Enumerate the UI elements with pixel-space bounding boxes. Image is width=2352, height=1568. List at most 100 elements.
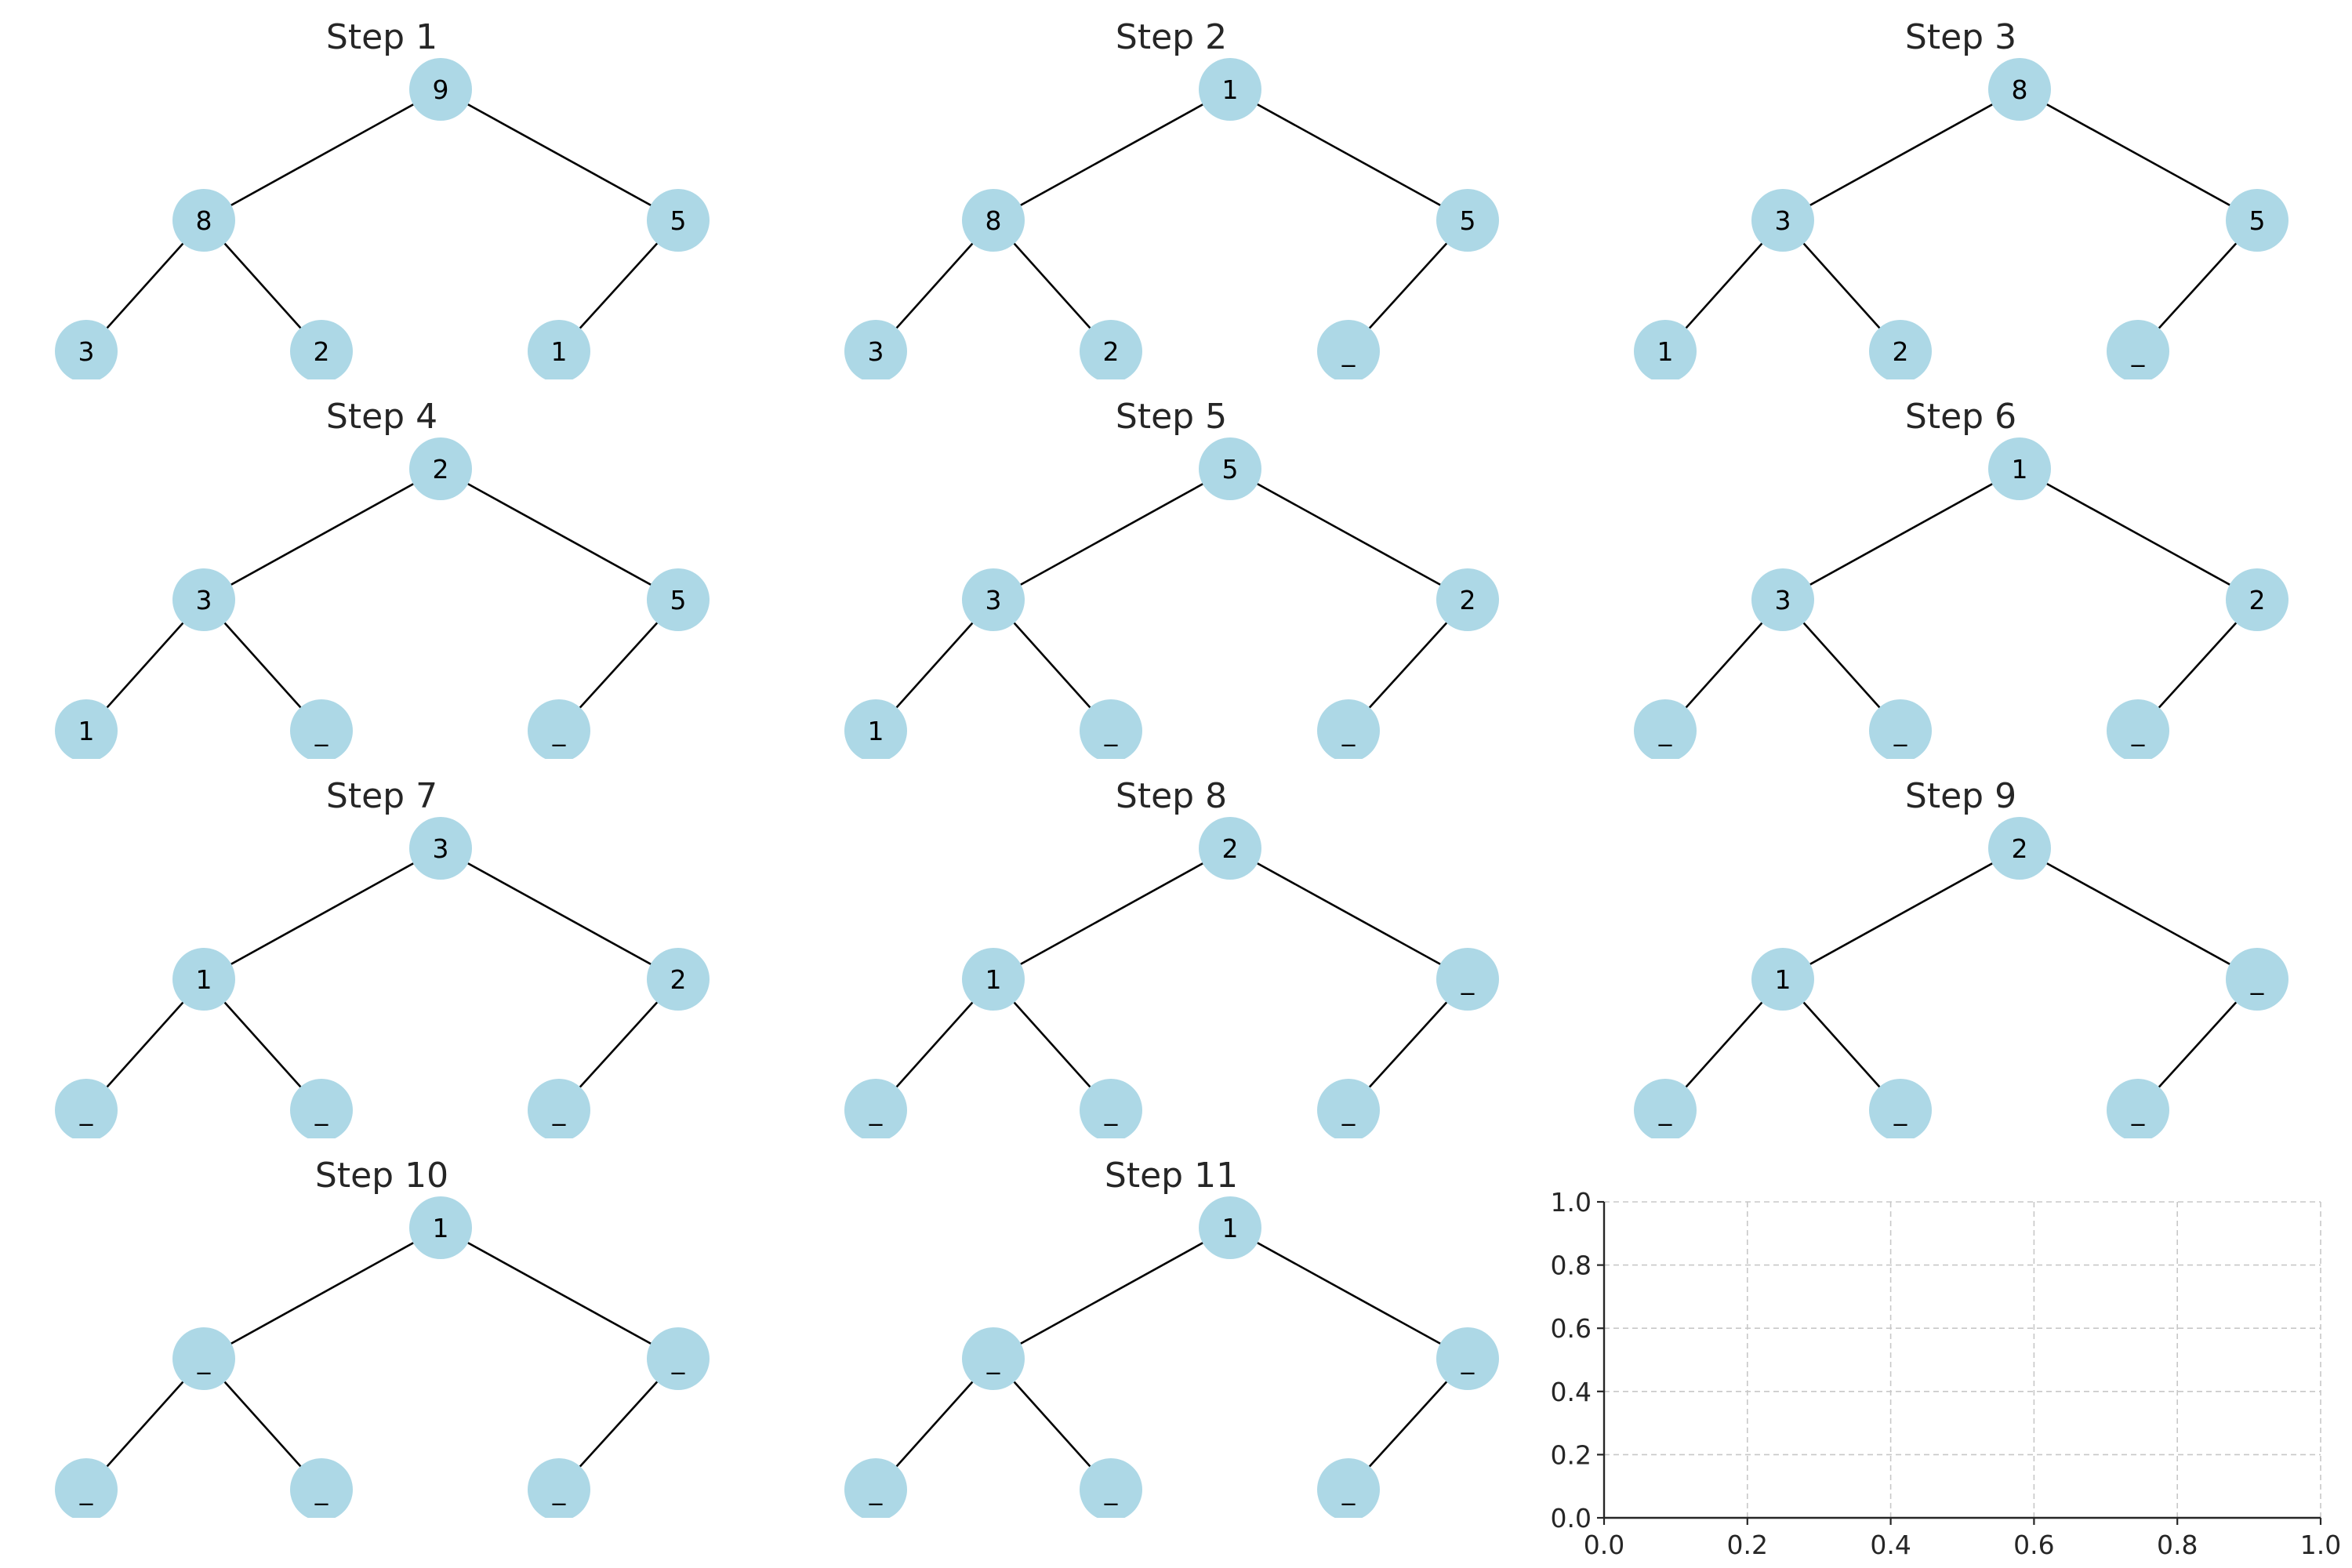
tree-node [528,1079,590,1138]
tree-node [1436,568,1499,631]
tree-node [844,1079,907,1138]
node-label: 2 [2012,833,2028,864]
node-label: 5 [1222,454,1239,485]
node-label: _ [552,716,566,746]
tree-node [647,189,710,252]
tree-node [1436,189,1499,252]
node-label: 1 [433,1213,449,1243]
tree-edge [1229,88,1468,222]
tree-panel-step-8: Step 8 2 1 _ _ _ _ [844,776,1499,1138]
tree-node [1988,437,2051,500]
tree-node [172,568,235,631]
panel-title: Step 6 [1905,397,2016,437]
tree-node [1436,1327,1499,1390]
tree-node [55,699,118,759]
node-label: 8 [196,205,212,236]
node-label: _ [79,1095,93,1126]
node-label: 3 [1775,205,1791,236]
tree-node [1317,1079,1380,1138]
node-label: 3 [433,833,449,864]
tree-node [528,699,590,759]
tree-node [1751,568,1814,631]
tree-node [290,320,353,379]
node-label: _ [986,1344,1000,1374]
y-tick-label: 1.0 [1551,1187,1592,1218]
tree-node [290,1079,353,1138]
node-label: 3 [78,336,95,367]
tree-node [962,1327,1025,1390]
node-label: 1 [2012,454,2028,485]
tree-node [1199,437,1261,500]
tree-edge [203,88,441,222]
x-tick-label: 0.6 [2013,1530,2054,1560]
heap-tree: 8 3 5 1 2 _ [1634,58,2288,379]
tree-node [647,568,710,631]
tree-edge [993,847,1231,981]
tree-node [1869,1079,1932,1138]
tree-node [172,948,235,1011]
node-label: _ [1341,716,1356,746]
node-label: _ [2131,336,2145,367]
tree-node [1080,1458,1142,1518]
tree-node [2107,1079,2169,1138]
tree-node [528,320,590,379]
tree-panel-step-2: Step 2 1 8 5 3 2 _ [844,17,1499,379]
tree-node [1317,699,1380,759]
node-label: _ [869,1475,883,1505]
tree-node [1080,1079,1142,1138]
x-tick-label: 0.4 [1870,1530,1911,1560]
tree-panel-step-5: Step 5 5 3 2 1 _ _ [844,397,1499,759]
y-tick-label: 0.6 [1551,1313,1592,1344]
node-label: 1 [985,964,1002,995]
tree-panel-step-1: Step 1 9 8 5 3 2 1 [55,17,710,379]
node-label: 1 [196,964,212,995]
tree-panel-step-4: Step 4 2 3 5 1 _ _ [55,397,710,759]
tree-node [290,1458,353,1518]
node-label: _ [1104,1475,1118,1505]
tree-edge [1229,847,1468,981]
tree-edge [993,1226,1231,1360]
tree-edge [440,467,679,601]
tree-panel-step-6: Step 6 1 3 2 _ _ _ [1634,397,2288,759]
node-label: 2 [2249,585,2266,615]
tree-node [1634,1079,1697,1138]
node-label: _ [197,1344,211,1374]
node-label: _ [314,1475,328,1505]
x-tick-label: 1.0 [2300,1530,2341,1560]
node-label: 3 [985,585,1002,615]
tree-edge [440,88,679,222]
tree-node [1080,320,1142,379]
tree-edge [2019,88,2258,222]
node-label: 3 [868,336,884,367]
tree-edge [2019,847,2258,981]
node-label: 1 [868,716,884,746]
tree-panel-step-11: Step 11 1 _ _ _ _ _ [844,1156,1499,1518]
tree-node [528,1458,590,1518]
node-label: _ [2131,716,2145,746]
tree-panel-step-9: Step 9 2 1 _ _ _ _ [1634,776,2288,1138]
empty-axes: 0.0 0.2 0.4 0.6 0.8 1.0 0.0 0.2 0.4 0.6 0.8 1.0 [1551,1187,2342,1560]
node-label: _ [1461,964,1475,995]
tree-node [409,437,472,500]
tree-node [2107,699,2169,759]
tree-node [1751,948,1814,1011]
tree-node [844,320,907,379]
tree-edge [440,1226,679,1360]
heap-tree: 1 3 2 _ _ _ [1634,437,2288,759]
tree-node [2226,189,2288,252]
panel-title: Step 4 [326,397,437,437]
tree-node [962,948,1025,1011]
node-label: _ [1893,1095,1907,1126]
panel-title: Step 5 [1116,397,1227,437]
node-label: _ [869,1095,883,1126]
tree-node [1634,320,1697,379]
node-label: _ [1341,336,1356,367]
node-label: _ [1461,1344,1475,1374]
tree-node [647,1327,710,1390]
tree-node [647,948,710,1011]
tree-node [1199,817,1261,880]
node-label: _ [1893,716,1907,746]
y-tick-label: 0.2 [1551,1439,1592,1470]
tree-edge [1782,88,2020,222]
